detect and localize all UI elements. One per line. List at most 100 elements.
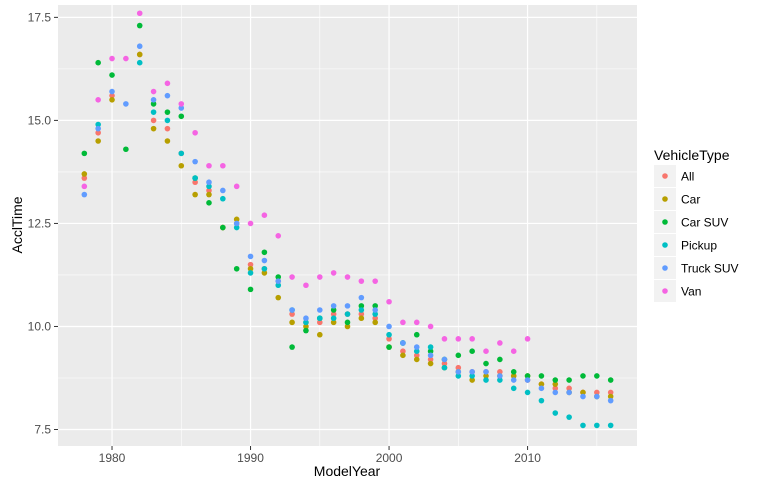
data-point <box>580 373 586 379</box>
legend-marker <box>662 242 668 248</box>
data-point <box>330 307 337 313</box>
data-point <box>178 150 185 157</box>
series-truck-suv <box>81 43 614 404</box>
legend-marker <box>662 265 668 271</box>
data-point <box>386 323 392 330</box>
data-point <box>580 393 586 400</box>
data-points <box>81 10 614 429</box>
data-point <box>150 125 157 132</box>
data-point <box>136 22 143 29</box>
data-point <box>344 311 351 317</box>
data-point <box>510 348 517 355</box>
data-point <box>81 183 88 190</box>
data-point <box>275 294 282 301</box>
legend-items: All Car Car SUV Pickup Truck SUV Van <box>654 165 739 302</box>
data-point <box>247 253 254 260</box>
data-point <box>164 125 171 132</box>
data-point <box>441 364 448 371</box>
data-point <box>192 129 198 136</box>
data-point <box>136 59 143 66</box>
data-point <box>538 381 545 387</box>
data-point <box>233 183 240 190</box>
data-point <box>247 286 254 293</box>
data-point <box>441 336 448 342</box>
data-point <box>95 96 101 103</box>
data-point <box>275 282 282 289</box>
data-point <box>220 187 226 194</box>
data-point <box>427 344 434 350</box>
legend-marker <box>662 219 668 225</box>
data-point <box>81 150 88 157</box>
data-point <box>261 257 268 264</box>
x-tick-label: 1980 <box>99 451 126 465</box>
data-point <box>109 96 115 103</box>
legend-label: Pickup <box>681 239 717 253</box>
data-point <box>483 348 489 355</box>
data-point <box>316 274 323 280</box>
data-point <box>123 101 129 107</box>
data-point <box>316 307 323 313</box>
data-point <box>123 146 129 153</box>
data-point <box>150 109 157 115</box>
data-point <box>164 109 171 115</box>
data-point <box>150 88 157 95</box>
legend-marker <box>662 173 668 179</box>
data-point <box>552 385 559 392</box>
data-point <box>400 352 406 359</box>
data-point <box>566 385 572 392</box>
data-point <box>566 414 572 420</box>
data-point <box>150 101 157 107</box>
legend-title: VehicleType <box>654 147 730 163</box>
legend-label: Car SUV <box>681 216 728 230</box>
data-point <box>220 224 226 231</box>
data-point <box>358 294 365 301</box>
data-point <box>400 348 406 355</box>
data-point <box>303 327 309 334</box>
data-point <box>538 397 545 404</box>
data-point <box>275 233 282 239</box>
data-point <box>330 311 337 317</box>
data-point <box>303 323 309 330</box>
legend-label: Car <box>681 193 700 207</box>
data-point <box>247 261 254 268</box>
data-point <box>233 224 240 231</box>
data-point <box>413 348 420 355</box>
data-point <box>220 162 226 169</box>
data-point <box>303 282 309 289</box>
data-point <box>580 422 586 429</box>
y-tick-label: 12.5 <box>28 216 52 230</box>
data-point <box>275 278 282 284</box>
data-point <box>538 373 545 379</box>
data-point <box>81 171 88 177</box>
data-point <box>441 360 448 367</box>
data-point <box>233 220 240 227</box>
data-point <box>566 389 572 396</box>
legend: VehicleType All Car Car SUV Pickup Truck SUV… <box>654 147 739 302</box>
data-point <box>427 352 434 359</box>
data-point <box>483 369 489 375</box>
data-point <box>524 336 531 342</box>
data-point <box>497 377 503 383</box>
legend-label: Truck SUV <box>681 262 739 276</box>
data-point <box>330 315 337 322</box>
data-point <box>510 385 517 392</box>
data-point <box>483 377 489 383</box>
data-point <box>413 331 420 338</box>
data-point <box>400 340 406 346</box>
data-point <box>580 389 586 396</box>
data-point <box>469 377 475 383</box>
data-point <box>247 265 254 272</box>
data-point <box>330 319 337 326</box>
data-point <box>358 307 365 313</box>
data-point <box>95 129 101 136</box>
x-axis-ticks: 1980 1990 2000 2010 <box>99 446 541 465</box>
data-point <box>136 51 143 58</box>
data-point <box>164 138 171 144</box>
data-point <box>552 389 559 396</box>
data-point <box>607 397 614 404</box>
data-point <box>344 319 351 326</box>
data-point <box>289 344 295 350</box>
data-point <box>261 270 268 276</box>
data-point <box>427 360 434 367</box>
